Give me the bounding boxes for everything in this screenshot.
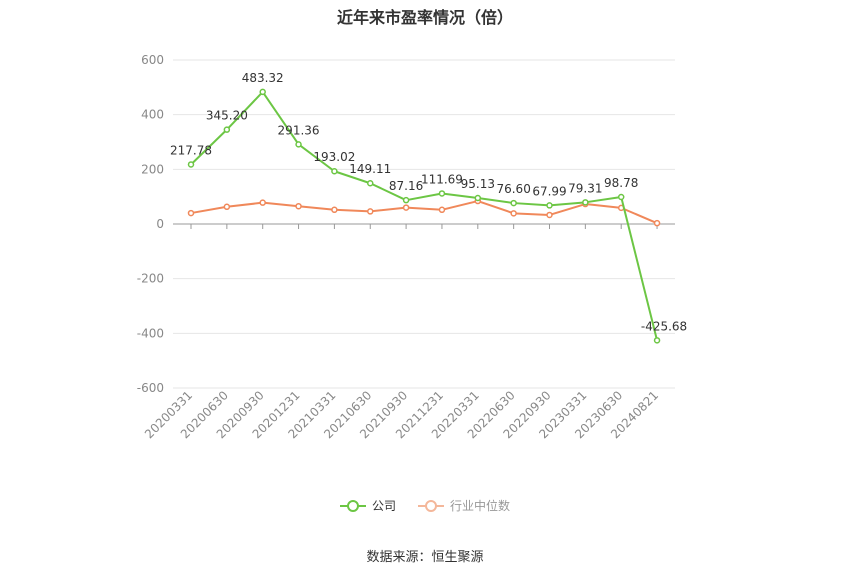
company-data-point bbox=[582, 199, 589, 206]
company-data-label: 291.36 bbox=[278, 123, 320, 137]
company-data-label: 149.11 bbox=[349, 162, 391, 176]
legend: 公司 行业中位数 bbox=[0, 497, 850, 514]
company-data-label: 193.02 bbox=[313, 150, 355, 164]
company-data-label: 217.78 bbox=[170, 143, 212, 157]
industry-median-data-point bbox=[510, 210, 517, 217]
company-data-point bbox=[259, 88, 266, 96]
industry-median-data-point bbox=[187, 209, 195, 217]
industry-median-data-point bbox=[331, 206, 338, 214]
company-data-label: 87.16 bbox=[389, 179, 423, 193]
company-data-label: 95.13 bbox=[461, 177, 495, 191]
legend-label-company: 公司 bbox=[371, 499, 396, 513]
pe-ratio-line-chart: 6004002000-200-400-600202003312020063020… bbox=[137, 53, 687, 441]
legend-item-company[interactable]: 公司 bbox=[339, 497, 396, 514]
y-tick-label: -200 bbox=[137, 272, 164, 286]
y-tick-label: 400 bbox=[141, 108, 164, 122]
company-data-label: 98.78 bbox=[604, 176, 638, 190]
y-tick-label: -600 bbox=[137, 381, 164, 395]
company-data-point bbox=[367, 179, 374, 187]
industry-median-data-point bbox=[295, 202, 302, 210]
legend-label-industry-median: 行业中位数 bbox=[450, 499, 511, 513]
industry-median-series-line bbox=[190, 200, 658, 225]
company-data-label: 79.31 bbox=[568, 181, 602, 195]
company-data-point bbox=[331, 167, 338, 175]
industry-median-data-point bbox=[438, 206, 446, 214]
chart-title: 近年来市盈率情况（倍） bbox=[336, 8, 513, 27]
industry-median-data-point bbox=[653, 219, 661, 227]
company-data-label: 76.60 bbox=[496, 182, 530, 196]
industry-median-data-point bbox=[223, 203, 231, 211]
legend-marker-company-icon bbox=[339, 499, 366, 512]
company-data-label: 345.20 bbox=[206, 109, 248, 123]
company-series-line bbox=[190, 90, 659, 341]
y-tick-label: -400 bbox=[137, 326, 164, 340]
legend-marker-industry-icon bbox=[418, 499, 444, 512]
company-data-point bbox=[653, 337, 661, 344]
company-data-point bbox=[510, 199, 517, 207]
company-data-point bbox=[438, 190, 446, 197]
company-data-label: 67.99 bbox=[532, 184, 566, 198]
company-data-point bbox=[546, 202, 553, 209]
y-tick-label: 0 bbox=[156, 217, 164, 231]
industry-median-data-point bbox=[546, 211, 553, 219]
industry-median-data-point bbox=[402, 204, 410, 211]
data-source: 数据来源：恒生聚源 bbox=[366, 550, 484, 565]
company-data-point bbox=[402, 196, 410, 204]
company-data-point bbox=[187, 161, 195, 168]
company-data-point bbox=[223, 126, 231, 133]
industry-median-data-point bbox=[259, 199, 266, 206]
y-tick-label: 200 bbox=[141, 162, 164, 176]
company-data-point bbox=[617, 193, 625, 201]
legend-item-industry-median[interactable]: 行业中位数 bbox=[418, 497, 510, 514]
company-data-label: 111.69 bbox=[421, 172, 463, 186]
industry-median-data-point bbox=[367, 208, 374, 215]
company-data-label: -425.68 bbox=[641, 319, 687, 333]
company-data-label: 483.32 bbox=[242, 71, 284, 85]
company-data-point bbox=[295, 141, 302, 148]
company-data-point bbox=[474, 194, 482, 202]
y-tick-label: 600 bbox=[141, 53, 164, 67]
